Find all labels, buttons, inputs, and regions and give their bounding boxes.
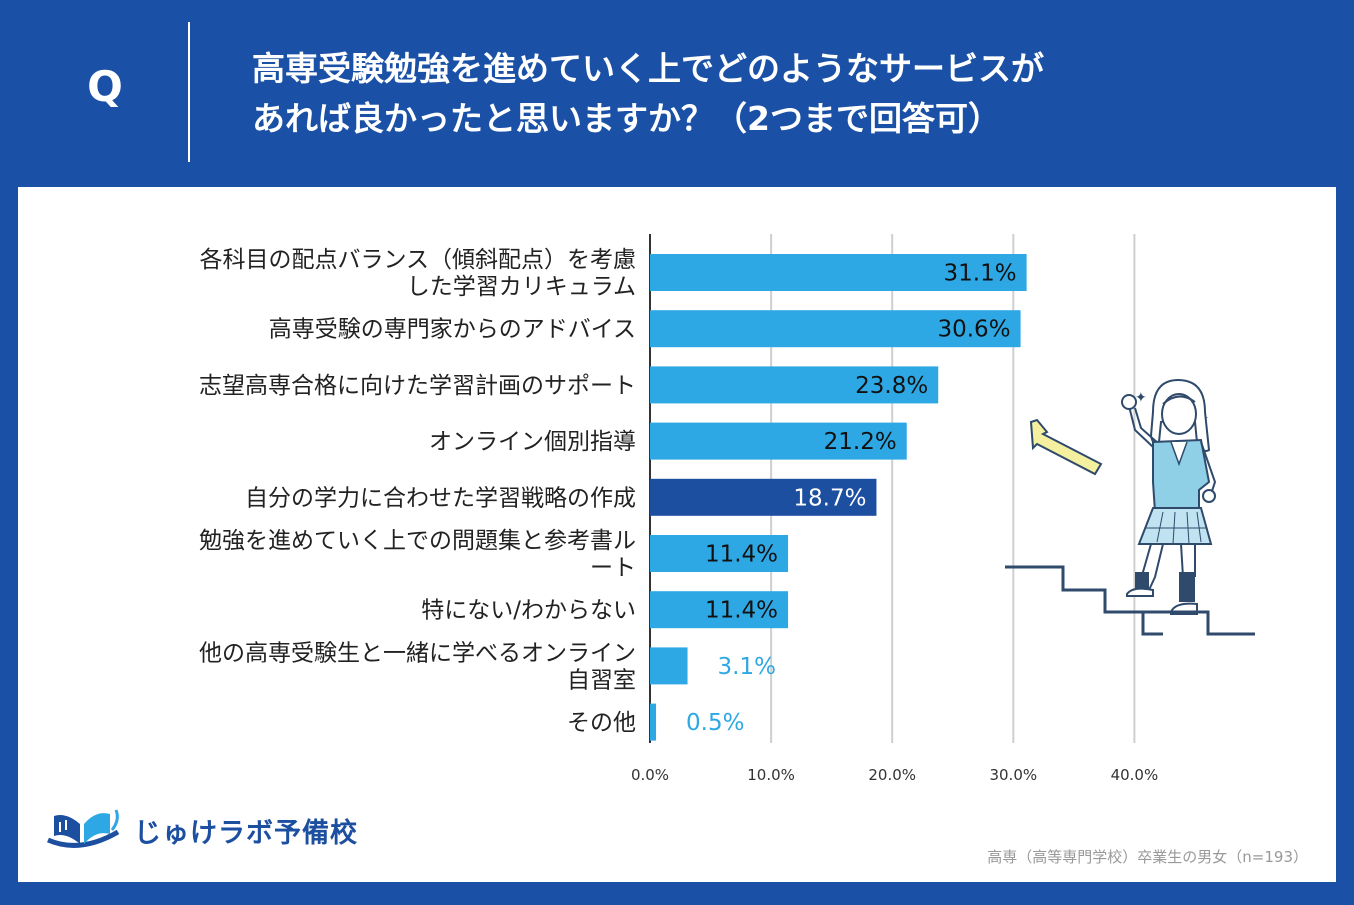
x-tick-label: 10.0%: [747, 766, 795, 784]
bar: [650, 703, 657, 741]
question-line-1: 高専受験勉強を進めていく上でどのようなサービスが: [252, 49, 1044, 88]
category-label: その他: [567, 710, 636, 736]
x-tick-label: 40.0%: [1111, 766, 1159, 784]
bar-value-label: 0.5%: [686, 710, 744, 736]
bar-value-label: 31.1%: [944, 261, 1017, 287]
category-label: 勉強を進めていく上での問題集と参考書ル: [199, 528, 636, 554]
bar-value-label: 3.1%: [718, 654, 776, 680]
bar-chart: 0.0% 10.0% 20.0% 30.0% 40.0% 31.1% 各科目の配点バランス（…: [199, 234, 1159, 784]
bar: [650, 422, 907, 460]
x-tick-label: 30.0%: [989, 766, 1037, 784]
bar-value-label: 18.7%: [793, 485, 866, 511]
sample-footnote: 高専（高等専門学校）卒業生の男女（n=193）: [987, 848, 1308, 866]
book-logo-icon: [46, 809, 120, 848]
category-label: 自習室: [567, 667, 636, 693]
bar: [650, 366, 939, 404]
bar-value-label: 23.8%: [855, 373, 928, 399]
chart-panel: 0.0% 10.0% 20.0% 30.0% 40.0% 31.1% 各科目の配点バランス（…: [18, 187, 1336, 882]
question-line-2: あれば良かったと思いますか？（2つまで回答可）: [252, 99, 1001, 138]
student-climbing-stairs-illustration: ✦ ✦: [1005, 378, 1255, 636]
category-label: ート: [590, 555, 636, 581]
arrow-icon: [1029, 418, 1103, 476]
bar-value-label: 30.6%: [937, 317, 1010, 343]
brand-logo: じゅけラボ予備校: [40, 802, 358, 858]
category-label: 自分の学力に合わせた学習戦略の作成: [245, 485, 636, 511]
bar: [650, 591, 789, 629]
question-mark-label: Q: [87, 62, 123, 111]
bar: [650, 535, 789, 572]
header-divider: [188, 22, 190, 162]
bar: [650, 310, 1021, 348]
logo-text: じゅけラボ予備校: [134, 817, 358, 849]
bar: [650, 647, 688, 685]
bar-value-label: 21.2%: [824, 429, 897, 455]
category-label: した学習カリキュラム: [407, 274, 636, 300]
bar: [650, 478, 877, 516]
bar: [650, 254, 1027, 291]
bar-value-label: 11.4%: [705, 542, 778, 568]
category-label: 他の高専受験生と一緒に学べるオンライン: [199, 640, 636, 666]
x-tick-label: 0.0%: [631, 766, 669, 784]
x-tick-label: 20.0%: [868, 766, 916, 784]
category-label: オンライン個別指導: [429, 429, 636, 455]
svg-text:✦: ✦: [1135, 390, 1147, 406]
category-label: 特にない/わからない: [421, 598, 636, 624]
bar-value-label: 11.4%: [705, 598, 778, 624]
question-title: 高専受験勉強を進めていく上でどのようなサービスが あれば良かったと思いますか？（…: [252, 44, 1312, 144]
category-label: 各科目の配点バランス（傾斜配点）を考慮: [199, 247, 636, 273]
category-label: 志望高専合格に向けた学習計画のサポート: [199, 373, 636, 399]
category-label: 高専受験の専門家からのアドバイス: [269, 317, 636, 343]
